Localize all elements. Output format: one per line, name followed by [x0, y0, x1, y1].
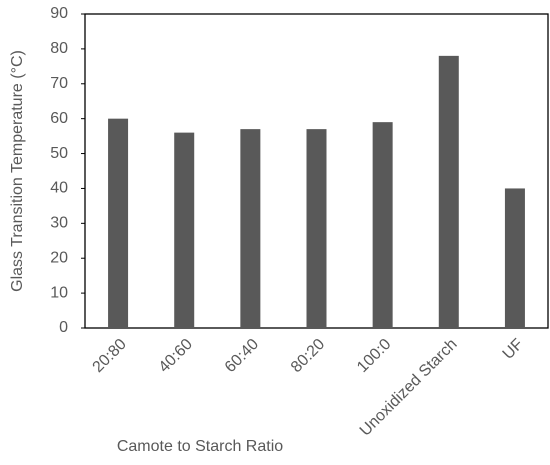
bar [306, 129, 327, 328]
y-tick-label: 90 [50, 5, 68, 22]
y-axis-label: Glass Transition Temperature (°C) [9, 50, 26, 292]
y-tick-label: 60 [50, 110, 68, 127]
y-tick-label: 50 [50, 145, 68, 162]
bar [108, 118, 129, 329]
x-tick-label: 20:80 [90, 336, 130, 376]
y-tick-label: 40 [50, 180, 68, 197]
bar [504, 188, 525, 328]
y-tick-label: 30 [50, 215, 68, 232]
y-tick-label: 10 [50, 284, 68, 301]
y-tick-label: 20 [50, 249, 68, 266]
y-tick-label: 70 [50, 75, 68, 92]
x-tick-label: 40:60 [156, 336, 196, 376]
x-axis-label: Camote to Starch Ratio [117, 438, 283, 455]
x-tick-label: 80:20 [288, 336, 328, 376]
x-tick-label: 100:0 [354, 336, 394, 376]
bar [174, 132, 195, 328]
y-tick-label: 0 [59, 319, 68, 336]
bar [240, 129, 261, 328]
bar [372, 122, 393, 329]
bar [438, 55, 459, 328]
x-tick-label: UF [500, 336, 527, 363]
x-tick-label: 60:40 [222, 336, 262, 376]
y-tick-label: 80 [50, 40, 68, 57]
